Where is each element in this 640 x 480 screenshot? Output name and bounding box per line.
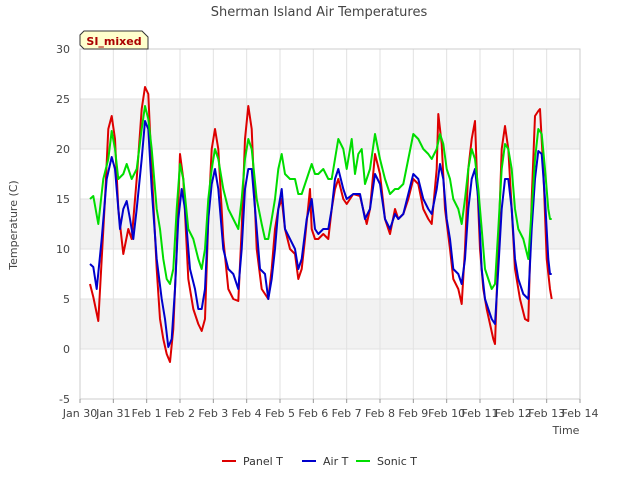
series-lines xyxy=(89,86,553,363)
y-tick-label: 10 xyxy=(56,243,70,256)
chart-title: Sherman Island Air Temperatures xyxy=(211,5,428,20)
plot-band xyxy=(80,299,580,349)
y-axis-label: Temperature (C) xyxy=(7,180,20,270)
series-line-sonic-t xyxy=(89,105,552,290)
x-tick-label: Feb 12 xyxy=(495,407,532,420)
legend-label: Air T xyxy=(323,455,349,468)
plot-band xyxy=(80,349,580,399)
y-ticks: -5 0 5 10 15 20 25 30 xyxy=(56,43,70,406)
series-line-air-t xyxy=(89,120,552,348)
x-tick-label: Feb 9 xyxy=(398,407,428,420)
x-tick-label: Jan 30 xyxy=(62,407,97,420)
y-tick-label: 5 xyxy=(63,293,70,306)
y-tick-label: 15 xyxy=(56,193,70,206)
y-tick-label: 30 xyxy=(56,43,70,56)
x-tick-label: Feb 10 xyxy=(428,407,465,420)
x-tick-label: Feb 5 xyxy=(265,407,295,420)
legend-label: Panel T xyxy=(243,455,283,468)
x-tick-label: Feb 6 xyxy=(298,407,328,420)
plot-band xyxy=(80,149,580,199)
badge-box xyxy=(79,30,149,50)
y-tick-label: 20 xyxy=(56,143,70,156)
legend: Panel T Air T Sonic T xyxy=(222,455,417,468)
x-tick-label: Feb 13 xyxy=(528,407,565,420)
x-tick-label: Feb 7 xyxy=(332,407,362,420)
plot-band xyxy=(80,249,580,299)
series-line-panel-t xyxy=(89,86,553,363)
x-tick-label: Feb 4 xyxy=(232,407,262,420)
x-tick-label: Feb 1 xyxy=(132,407,162,420)
x-tick-label: Jan 31 xyxy=(95,407,130,420)
plot-frame xyxy=(79,48,581,400)
y-tick-label: 0 xyxy=(63,343,70,356)
x-tick-label: Feb 2 xyxy=(165,407,195,420)
plot-band xyxy=(80,49,580,99)
x-tick-label: Feb 8 xyxy=(365,407,395,420)
y-tick-label: -5 xyxy=(59,393,70,406)
plot-band xyxy=(80,99,580,149)
legend-label: Sonic T xyxy=(377,455,417,468)
x-tick-label: Feb 14 xyxy=(562,407,599,420)
x-axis-label: Time xyxy=(552,424,580,437)
badge-label: SI_mixed xyxy=(86,35,141,48)
x-tick-label: Feb 3 xyxy=(198,407,228,420)
dataset-badge: SI_mixed xyxy=(79,30,149,50)
x-tick-label: Feb 11 xyxy=(462,407,499,420)
y-tick-label: 25 xyxy=(56,93,70,106)
